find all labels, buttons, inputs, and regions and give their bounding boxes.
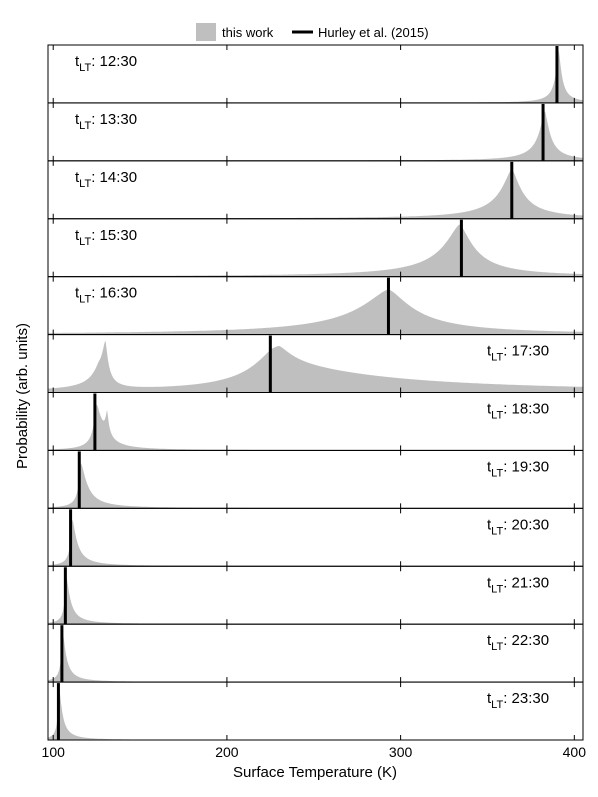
panel-label-t: t — [487, 574, 492, 591]
panel-1630: tLT: 16:30 — [47, 276, 584, 336]
panel-label-subscript: LT — [491, 641, 503, 653]
panel-label-time: : 14:30 — [91, 169, 137, 186]
panel-2230: tLT: 22:30 — [47, 623, 584, 683]
panel-label-t: t — [75, 53, 80, 70]
panel-label-time: : 23:30 — [503, 690, 549, 707]
panel-label-subscript: LT — [491, 525, 503, 537]
this-work-area — [48, 224, 583, 277]
panel-label: tLT: 12:30 — [75, 53, 137, 74]
panel-label: tLT: 22:30 — [487, 632, 549, 653]
x-tick-label: 300 — [389, 744, 413, 760]
panel-label-t: t — [75, 169, 80, 186]
this-work-area — [48, 404, 583, 451]
legend-label-hurley: Hurley et al. (2015) — [318, 25, 429, 40]
this-work-area — [48, 289, 583, 335]
panel-label-subscript: LT — [79, 294, 91, 306]
this-work-area — [48, 463, 583, 509]
panel-label-t: t — [75, 111, 80, 128]
panel-label-t: t — [75, 285, 80, 302]
this-work-area — [48, 340, 583, 393]
panel-label-subscript: LT — [491, 699, 503, 711]
panel-label-t: t — [487, 343, 492, 360]
panel-2330: tLT: 23:30 — [47, 681, 584, 741]
panel-label-t: t — [487, 401, 492, 418]
this-work-area — [48, 111, 583, 161]
panel-1830: tLT: 18:30 — [47, 392, 584, 451]
panel-2030: tLT: 20:30 — [47, 507, 584, 567]
panel-1530: tLT: 15:30 — [47, 218, 584, 278]
x-axis-label: Surface Temperature (K) — [233, 764, 397, 781]
panel-frame — [47, 681, 584, 741]
panel-label-time: : 15:30 — [91, 227, 137, 244]
panel-label-subscript: LT — [79, 62, 91, 74]
panel-label: tLT: 14:30 — [75, 169, 137, 190]
this-work-area — [48, 169, 583, 219]
panel-1230: tLT: 12:30 — [47, 44, 584, 104]
panel-label: tLT: 21:30 — [487, 574, 549, 595]
panel-label: tLT: 23:30 — [487, 690, 549, 711]
panel-label-subscript: LT — [79, 236, 91, 248]
panel-label-time: : 12:30 — [91, 53, 137, 70]
panel-label-time: : 22:30 — [503, 632, 549, 649]
panel-label: tLT: 16:30 — [75, 285, 137, 306]
panel-label-t: t — [487, 632, 492, 649]
panel-label-t: t — [487, 690, 492, 707]
legend-swatch-this-work — [196, 23, 216, 41]
panel-1430: tLT: 14:30 — [47, 160, 584, 220]
panel-label-t: t — [487, 458, 492, 475]
panel-label-time: : 19:30 — [503, 458, 549, 475]
legend: this work Hurley et al. (2015) — [196, 23, 429, 41]
panel-label-time: : 18:30 — [503, 401, 549, 418]
x-axis: 100 200 300 400 — [42, 744, 587, 760]
panel-label-subscript: LT — [79, 120, 91, 132]
panel-label: tLT: 13:30 — [75, 111, 137, 132]
panel-label-time: : 20:30 — [503, 516, 549, 533]
y-axis-label: Probability (arb. units) — [14, 323, 31, 469]
panel-label: tLT: 20:30 — [487, 516, 549, 537]
panel-label-subscript: LT — [79, 178, 91, 190]
panel-label: tLT: 17:30 — [487, 343, 549, 364]
panel-label-subscript: LT — [491, 467, 503, 479]
panel-label-time: : 21:30 — [503, 574, 549, 591]
panel-label-time: : 17:30 — [503, 343, 549, 360]
x-tick-label: 400 — [563, 744, 587, 760]
panel-label-subscript: LT — [491, 583, 503, 595]
panel-label-t: t — [75, 227, 80, 244]
panel-1930: tLT: 19:30 — [47, 449, 584, 509]
panel-label: tLT: 18:30 — [487, 401, 549, 422]
panel-label-time: : 16:30 — [91, 285, 137, 302]
panel-label: tLT: 15:30 — [75, 227, 137, 248]
panel-label-subscript: LT — [491, 410, 503, 422]
panel-label-time: : 13:30 — [91, 111, 137, 128]
panel-label: tLT: 19:30 — [487, 458, 549, 479]
panel-label-subscript: LT — [491, 352, 503, 364]
panel-1730: tLT: 17:30 — [47, 334, 584, 394]
panel-2130: tLT: 21:30 — [47, 565, 584, 625]
x-tick-label: 100 — [42, 744, 66, 760]
panel-1330: tLT: 13:30 — [47, 102, 584, 162]
legend-label-this-work: this work — [222, 25, 274, 40]
panel-label-t: t — [487, 516, 492, 533]
x-tick-label: 200 — [215, 744, 239, 760]
